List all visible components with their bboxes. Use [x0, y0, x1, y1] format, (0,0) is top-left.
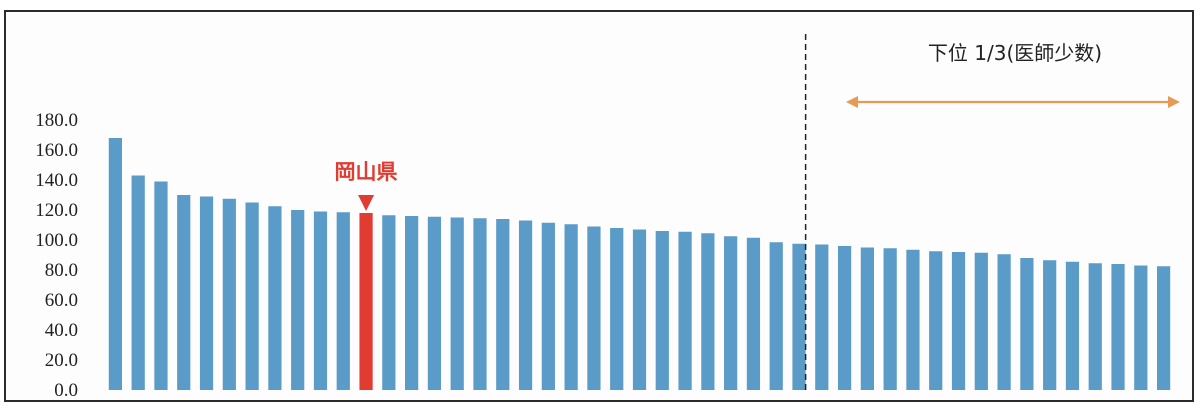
y-tick-label: 20.0	[45, 350, 78, 371]
bar	[564, 224, 578, 390]
bar	[177, 195, 191, 390]
bar	[1088, 263, 1102, 390]
bar	[1065, 261, 1080, 390]
bar	[382, 215, 396, 390]
bar	[951, 252, 966, 390]
bar	[222, 198, 236, 390]
bar	[313, 211, 328, 390]
bar	[883, 248, 897, 390]
bar	[199, 196, 214, 390]
bar	[678, 231, 692, 390]
bar	[1156, 266, 1171, 390]
y-tick-label: 60.0	[45, 290, 78, 311]
bar	[701, 233, 715, 390]
y-tick-label: 40.0	[45, 320, 78, 341]
y-tick-label: 80.0	[45, 260, 78, 281]
bar	[541, 222, 555, 390]
bar-highlighted	[359, 213, 373, 390]
highlight-triangle	[358, 195, 375, 211]
y-tick-label: 180.0	[35, 110, 78, 131]
bar	[245, 202, 259, 390]
annotation-text: 下位 1/3(医師少数)	[928, 41, 1102, 65]
bar	[769, 242, 783, 390]
y-tick-label: 100.0	[35, 230, 78, 251]
bar	[860, 247, 874, 390]
bar	[724, 236, 738, 390]
highlight-label: 岡山県	[335, 160, 398, 184]
y-tick-label: 160.0	[35, 140, 78, 161]
bar	[655, 231, 669, 390]
bar	[929, 251, 943, 390]
bar	[1043, 260, 1057, 390]
highlight-marker: 岡山県	[335, 160, 398, 211]
bar	[792, 243, 806, 390]
bar	[997, 254, 1011, 390]
bar	[746, 237, 761, 390]
y-tick-label: 140.0	[35, 170, 78, 191]
bar	[450, 217, 464, 390]
bar	[154, 181, 168, 390]
bar	[427, 216, 442, 390]
bar	[1134, 265, 1148, 390]
bar	[815, 244, 829, 390]
bar	[473, 218, 487, 390]
y-tick-label: 0.0	[54, 380, 78, 401]
bar	[837, 246, 852, 390]
arrow-head-left	[846, 96, 858, 108]
bar	[291, 210, 305, 390]
bar	[1020, 258, 1034, 390]
bar	[906, 249, 920, 390]
bar	[518, 220, 533, 390]
arrow-head-right	[1168, 96, 1180, 108]
annotation-arrow	[846, 96, 1180, 108]
bar	[632, 229, 647, 390]
bar	[587, 226, 601, 390]
bar	[336, 212, 350, 390]
bar	[974, 252, 988, 390]
y-tick-label: 120.0	[35, 200, 78, 221]
bar	[1111, 264, 1125, 390]
bar	[131, 175, 145, 390]
bar	[268, 206, 282, 390]
bars	[108, 138, 1171, 390]
bar	[496, 219, 510, 390]
bar	[108, 138, 123, 390]
bar	[610, 228, 624, 390]
bar	[405, 216, 419, 390]
y-axis: 0.0 20.0 40.0 60.0 80.0 100.0 120.0 140.0 160.0 1…	[35, 110, 78, 401]
